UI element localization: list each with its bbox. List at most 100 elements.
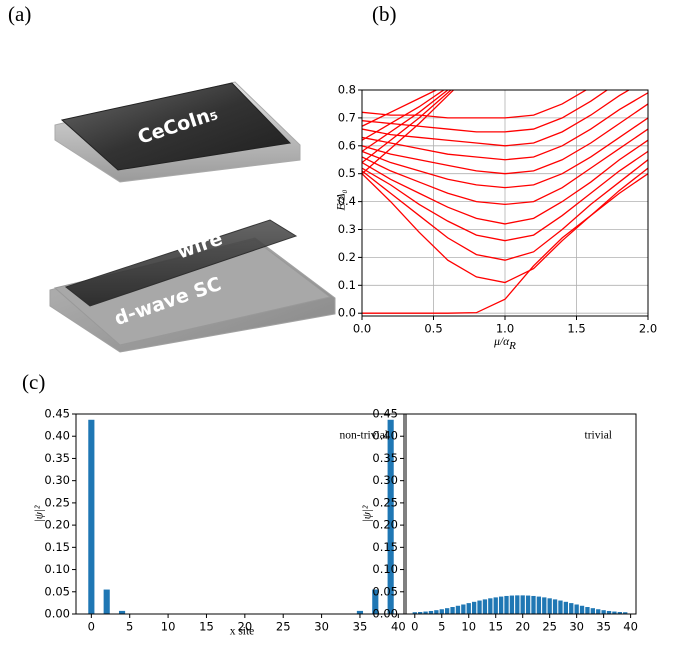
line <box>362 90 631 147</box>
y-tick-label: 0.4 <box>338 194 356 208</box>
bar <box>387 419 394 614</box>
bar <box>445 608 450 614</box>
bar <box>596 609 601 614</box>
bar <box>450 607 455 614</box>
panel-label: (a) <box>8 2 31 26</box>
bar <box>477 600 482 614</box>
bar <box>515 595 520 614</box>
bar <box>504 595 509 614</box>
y-tick-label: 0.3 <box>338 222 356 236</box>
x-axis-label: x site <box>230 626 255 638</box>
annotation: trivial <box>585 430 612 442</box>
bar <box>606 610 612 614</box>
y-tick-label: 0.25 <box>44 495 70 509</box>
y-tick-label: 0.6 <box>338 138 356 152</box>
chart: 0.00 0.05 0.10 0.15 0.20 0.25 0.30 0.35 0.40 0.45… <box>22 370 407 638</box>
frame <box>75 413 407 615</box>
line <box>362 90 452 164</box>
x-tick-label: 10 <box>461 620 476 634</box>
line <box>362 173 648 314</box>
x-tick-label: 20 <box>238 620 253 634</box>
chart: 0.00 0.05 0.10 0.15 0.20 0.25 0.30 0.35 0.40 0.45… <box>362 407 638 634</box>
bar <box>547 598 552 614</box>
x-axis-label-sub: R <box>508 340 516 352</box>
bar <box>509 595 515 614</box>
y-tick-label: 0.45 <box>372 407 398 421</box>
line <box>362 90 455 175</box>
y-tick-label: 0.05 <box>372 584 398 598</box>
y-tick-label: 0.35 <box>372 451 398 465</box>
bar <box>466 603 471 614</box>
bar <box>428 610 434 614</box>
bar <box>574 604 579 614</box>
bar <box>558 600 563 614</box>
x-tick-label: 15 <box>488 620 503 634</box>
y-tick-label: 0.20 <box>372 518 398 532</box>
bar <box>542 597 547 614</box>
y-tick-label: 0.1 <box>338 278 356 292</box>
y-tick-label: 0.25 <box>372 495 398 509</box>
bar <box>569 603 574 614</box>
bar <box>418 612 423 614</box>
panel-label: (b) <box>372 2 397 26</box>
line <box>362 90 588 119</box>
bar <box>498 596 504 614</box>
x-tick-label: 20 <box>515 620 530 634</box>
x-tick-label: 0 <box>88 620 95 634</box>
y-tick-label: 0.40 <box>372 429 398 443</box>
y-tick-label: 0.15 <box>44 540 70 554</box>
bar <box>439 609 444 614</box>
y-tick-label: 0.00 <box>44 607 70 621</box>
bar <box>601 610 606 614</box>
line <box>362 159 648 261</box>
x-tick-label: 0.0 <box>353 322 371 336</box>
y-tick-label: 0.30 <box>372 473 398 487</box>
x-tick-label: 2.0 <box>639 322 657 336</box>
bar <box>612 611 617 614</box>
bar <box>520 595 525 614</box>
bar <box>482 599 488 614</box>
y-tick-label: 0.2 <box>338 250 356 264</box>
line <box>362 103 648 175</box>
bar <box>118 610 126 614</box>
line <box>362 90 449 152</box>
frame <box>361 89 649 317</box>
x-tick-label: 5 <box>126 620 133 634</box>
slab-illustration: CeCoIn₅ <box>54 81 301 183</box>
x-tick-label: 15 <box>199 620 214 634</box>
bar <box>434 610 439 614</box>
bar <box>372 589 379 614</box>
plot-area <box>412 595 628 614</box>
bar <box>488 598 493 614</box>
y-axis-label: |ψ|² <box>362 505 374 522</box>
bar <box>88 419 95 614</box>
bar <box>493 597 498 614</box>
bar <box>590 608 595 614</box>
y-tick-label: 0.15 <box>372 540 398 554</box>
bar <box>471 601 477 614</box>
y-tick-label: 0.10 <box>372 562 398 576</box>
y-tick-label: 0.00 <box>372 607 398 621</box>
bar <box>585 607 590 614</box>
y-tick-label: 0.05 <box>44 584 70 598</box>
line <box>362 150 648 242</box>
line <box>362 139 648 225</box>
bar <box>531 595 536 614</box>
bar <box>103 589 110 614</box>
bar <box>579 605 585 614</box>
bar <box>461 604 466 614</box>
frame <box>403 413 637 615</box>
plot-area <box>362 90 648 314</box>
plot-area <box>88 419 394 614</box>
y-axis-label: E/Δ₀ <box>336 190 348 212</box>
y-tick-label: 0.0 <box>338 306 356 320</box>
bar <box>525 595 531 614</box>
bar <box>552 599 558 614</box>
y-tick-label: 0.10 <box>44 562 70 576</box>
x-tick-label: 0.5 <box>424 322 442 336</box>
y-axis-label: |ψ|² <box>34 505 46 522</box>
x-tick-label: 1.5 <box>567 322 585 336</box>
x-tick-label: 40 <box>391 620 406 634</box>
line <box>362 117 648 189</box>
